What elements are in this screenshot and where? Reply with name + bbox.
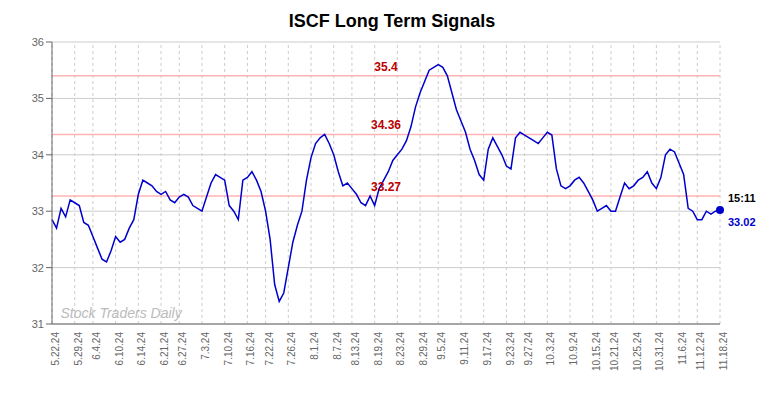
svg-text:9.23.24: 9.23.24: [505, 332, 516, 366]
svg-text:10.25.24: 10.25.24: [632, 332, 643, 371]
svg-text:10.21.24: 10.21.24: [609, 332, 620, 371]
svg-text:34.36: 34.36: [371, 118, 401, 132]
svg-text:8.1.24: 8.1.24: [309, 332, 320, 360]
svg-text:34: 34: [32, 149, 44, 161]
svg-text:35.4: 35.4: [374, 60, 398, 74]
svg-text:8.19.24: 8.19.24: [373, 332, 384, 366]
svg-text:10.31.24: 10.31.24: [654, 332, 665, 371]
svg-text:35: 35: [32, 92, 44, 104]
svg-text:33: 33: [32, 205, 44, 217]
svg-text:7.16.24: 7.16.24: [246, 332, 257, 366]
svg-text:9.27.24: 9.27.24: [523, 332, 534, 366]
svg-text:11.12.24: 11.12.24: [695, 332, 706, 371]
svg-text:15:11: 15:11: [728, 192, 756, 204]
svg-text:10.15.24: 10.15.24: [591, 332, 602, 371]
svg-text:7.22.24: 7.22.24: [264, 332, 275, 366]
svg-text:5.22.24: 5.22.24: [50, 332, 61, 366]
svg-text:6.4.24: 6.4.24: [91, 332, 102, 360]
svg-text:9.11.24: 9.11.24: [459, 332, 470, 365]
svg-text:7.3.24: 7.3.24: [200, 332, 211, 360]
svg-text:36: 36: [32, 36, 44, 48]
svg-text:8.7.24: 8.7.24: [332, 332, 343, 360]
svg-text:11.6.24: 11.6.24: [677, 332, 688, 365]
svg-text:6.21.24: 6.21.24: [159, 332, 170, 366]
svg-text:5.29.24: 5.29.24: [73, 332, 84, 366]
html-text:ISCF Long Term Signals: ISCF Long Term Signals: [288, 11, 496, 31]
svg-text:Stock Traders Daily: Stock Traders Daily: [61, 305, 183, 321]
svg-text:33.27: 33.27: [371, 180, 401, 194]
svg-text:33.02: 33.02: [728, 216, 756, 228]
svg-text:7.26.24: 7.26.24: [286, 332, 297, 366]
svg-text:11.18.24: 11.18.24: [718, 332, 729, 371]
svg-text:9.5.24: 9.5.24: [436, 332, 447, 360]
svg-text:6.14.24: 6.14.24: [136, 332, 147, 366]
svg-text:10.3.24: 10.3.24: [545, 332, 556, 366]
svg-text:8.13.24: 8.13.24: [350, 332, 361, 366]
svg-text:8.29.24: 8.29.24: [418, 332, 429, 366]
svg-text:32: 32: [32, 262, 44, 274]
svg-text:10.9.24: 10.9.24: [568, 332, 579, 366]
svg-text:6.27.24: 6.27.24: [177, 332, 188, 366]
svg-text:9.17.24: 9.17.24: [482, 332, 493, 366]
svg-text:7.10.24: 7.10.24: [223, 332, 234, 366]
svg-text:6.10.24: 6.10.24: [114, 332, 125, 366]
svg-text:8.23.24: 8.23.24: [395, 332, 406, 366]
svg-text:31: 31: [32, 318, 44, 330]
